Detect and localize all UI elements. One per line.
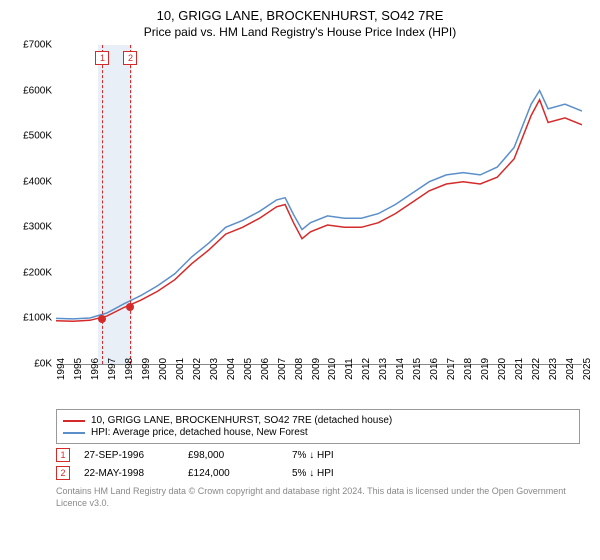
- event-dashline: [130, 45, 131, 364]
- x-tick-label: 1996: [90, 358, 101, 380]
- x-tick-label: 2007: [277, 358, 288, 380]
- x-tick-label: 2016: [429, 358, 440, 380]
- x-tick-label: 2020: [497, 358, 508, 380]
- x-tick-label: 2017: [446, 358, 457, 380]
- event-delta: 7% ↓ HPI: [292, 450, 382, 461]
- x-tick-label: 2019: [480, 358, 491, 380]
- x-tick-label: 2010: [327, 358, 338, 380]
- x-tick-label: 2018: [463, 358, 474, 380]
- event-price: £98,000: [188, 450, 278, 461]
- x-tick-label: 2008: [294, 358, 305, 380]
- y-tick-label: £100K: [8, 313, 52, 324]
- x-tick-label: 1998: [124, 358, 135, 380]
- y-axis: £0K£100K£200K£300K£400K£500K£600K£700K: [10, 45, 54, 364]
- event-date: 22-MAY-1998: [84, 468, 174, 479]
- event-delta: 5% ↓ HPI: [292, 468, 382, 479]
- legend-item: HPI: Average price, detached house, New …: [63, 427, 573, 438]
- y-tick-label: £600K: [8, 85, 52, 96]
- x-tick-label: 1995: [73, 358, 84, 380]
- event-marker-box: 2: [123, 51, 137, 65]
- event-row: 1 27-SEP-1996 £98,000 7% ↓ HPI: [56, 448, 580, 462]
- legend-swatch: [63, 420, 85, 422]
- event-marker-dot: [126, 303, 134, 311]
- x-tick-label: 2023: [548, 358, 559, 380]
- event-marker-box: 1: [95, 51, 109, 65]
- x-tick-label: 2015: [412, 358, 423, 380]
- x-tick-label: 2012: [361, 358, 372, 380]
- x-tick-label: 2009: [311, 358, 322, 380]
- y-tick-label: £500K: [8, 131, 52, 142]
- x-tick-label: 1999: [141, 358, 152, 380]
- x-tick-label: 2021: [514, 358, 525, 380]
- y-tick-label: £300K: [8, 222, 52, 233]
- y-tick-label: £400K: [8, 176, 52, 187]
- x-tick-label: 2013: [378, 358, 389, 380]
- legend-item: 10, GRIGG LANE, BROCKENHURST, SO42 7RE (…: [63, 415, 573, 426]
- price-chart-container: 10, GRIGG LANE, BROCKENHURST, SO42 7RE P…: [0, 0, 600, 509]
- x-tick-label: 2014: [395, 358, 406, 380]
- x-tick-label: 2022: [531, 358, 542, 380]
- x-tick-label: 2005: [243, 358, 254, 380]
- legend-label: 10, GRIGG LANE, BROCKENHURST, SO42 7RE (…: [91, 415, 392, 426]
- chart-subtitle: Price paid vs. HM Land Registry's House …: [10, 25, 590, 39]
- series-line-hpi: [56, 91, 582, 319]
- chart-title: 10, GRIGG LANE, BROCKENHURST, SO42 7RE: [10, 8, 590, 23]
- plot-area: £0K£100K£200K£300K£400K£500K£600K£700K 1…: [56, 45, 582, 365]
- x-tick-label: 2024: [565, 358, 576, 380]
- legend-label: HPI: Average price, detached house, New …: [91, 427, 308, 438]
- y-tick-label: £200K: [8, 267, 52, 278]
- event-marker-dot: [98, 315, 106, 323]
- x-tick-label: 2000: [158, 358, 169, 380]
- x-axis: 1994199519961997199819992000200120022003…: [56, 365, 582, 403]
- event-price: £124,000: [188, 468, 278, 479]
- y-tick-label: £0K: [8, 359, 52, 370]
- x-tick-label: 2002: [192, 358, 203, 380]
- event-row: 2 22-MAY-1998 £124,000 5% ↓ HPI: [56, 466, 580, 480]
- x-tick-label: 2004: [226, 358, 237, 380]
- series-line-property: [56, 100, 582, 322]
- event-badge: 2: [56, 466, 70, 480]
- chart-lines: [56, 45, 582, 364]
- x-tick-label: 1997: [107, 358, 118, 380]
- legend-swatch: [63, 432, 85, 434]
- legend: 10, GRIGG LANE, BROCKENHURST, SO42 7RE (…: [56, 409, 580, 444]
- x-tick-label: 2011: [344, 358, 355, 380]
- x-tick-label: 2025: [582, 358, 593, 380]
- y-tick-label: £700K: [8, 40, 52, 51]
- x-tick-label: 2001: [175, 358, 186, 380]
- event-badge: 1: [56, 448, 70, 462]
- x-tick-label: 2006: [260, 358, 271, 380]
- attribution-text: Contains HM Land Registry data © Crown c…: [56, 486, 580, 509]
- event-date: 27-SEP-1996: [84, 450, 174, 461]
- x-tick-label: 2003: [209, 358, 220, 380]
- x-tick-label: 1994: [56, 358, 67, 380]
